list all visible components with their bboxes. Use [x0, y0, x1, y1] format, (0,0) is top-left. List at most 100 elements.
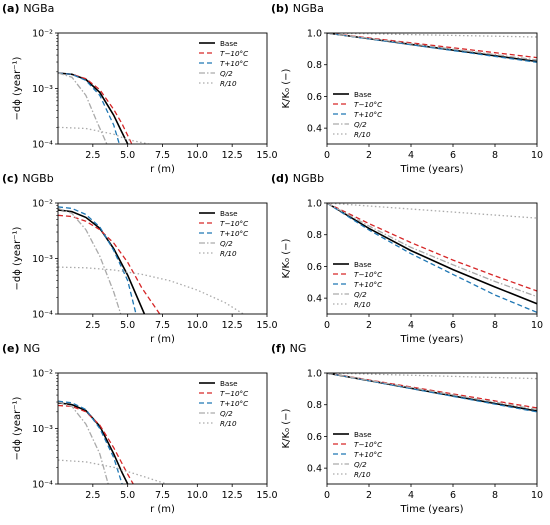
panel-title: (a) NGBa [2, 2, 54, 15]
y-tick-label: 0.6 [307, 432, 322, 443]
x-tick-label: 10.0 [187, 490, 208, 501]
legend-label: R/10 [220, 249, 237, 258]
legend-label: T+10°C [354, 450, 382, 459]
series-line-1 [58, 402, 129, 484]
y-tick-label: 1.0 [307, 199, 322, 210]
legend-label: R/10 [354, 300, 371, 309]
y-tick-label: 10⁻⁴ [32, 140, 53, 151]
y-axis-label: −dϕ (year⁻¹) [12, 226, 23, 290]
legend-label: T−10°C [220, 389, 248, 398]
chart-panel-3: (c) NGBb 2.5 5.0 7.5 10.0 12.5 15.0 r (m) 10⁻⁴ 10… [2, 172, 278, 345]
y-tick-label: 10⁻² [32, 369, 53, 380]
legend-label: R/10 [354, 130, 371, 139]
x-tick-label: 6 [450, 490, 456, 501]
legend-label: R/10 [354, 470, 371, 479]
series-line-3 [58, 206, 137, 314]
legend-label: T−10°C [220, 219, 248, 228]
legend-label: T+10°C [354, 110, 382, 119]
legend-label: Base [354, 260, 372, 269]
x-tick-label: 7.5 [155, 490, 170, 501]
series-line-2 [58, 72, 133, 144]
x-tick-label: 2.5 [85, 490, 100, 501]
series-line-5 [58, 266, 244, 314]
y-tick-label: 10⁻⁴ [32, 480, 53, 491]
panel-title: (d) NGBb [271, 172, 324, 185]
y-tick-label: 0.8 [307, 230, 322, 241]
x-tick-label: 5.0 [120, 490, 135, 501]
chart-panel-5: (e) NG 2.5 5.0 7.5 10.0 12.5 15.0 r (m) 10⁻⁴ 10⁻³… [2, 342, 278, 515]
legend-label: T−10°C [354, 440, 382, 449]
series-line-5 [327, 33, 537, 38]
x-tick-label: 5.0 [120, 150, 135, 161]
legend-label: Q/2 [220, 409, 233, 418]
legend-label: T−10°C [354, 270, 382, 279]
series-line-3 [58, 400, 123, 484]
x-tick-label: 10 [531, 320, 543, 331]
x-tick-label: 8 [492, 320, 498, 331]
chart-panel-2: (b) NGBa 0 2 4 6 8 10 Time (years) 0.4 0.6 0.8 1.0 K… [271, 2, 543, 175]
x-tick-label: 4 [408, 490, 414, 501]
x-tick-label: 12.5 [222, 490, 243, 501]
y-tick-label: 0.6 [307, 92, 322, 103]
x-axis-label: Time (years) [400, 164, 464, 175]
x-tick-label: 6 [450, 320, 456, 331]
y-tick-label: 0.4 [307, 124, 322, 135]
x-tick-label: 2 [366, 150, 372, 161]
x-tick-label: 15.0 [256, 490, 277, 501]
x-tick-label: 10 [531, 490, 543, 501]
x-tick-label: 15.0 [256, 320, 277, 331]
legend-label: T−10°C [220, 49, 248, 58]
legend-label: Q/2 [354, 120, 367, 129]
y-tick-label: 10⁻³ [32, 254, 53, 265]
axes-frame [326, 32, 538, 145]
series-line-1 [58, 72, 129, 144]
legend-label: Base [354, 90, 372, 99]
chart-panel-1: (a) NGBa 2.5 5.0 7.5 10.0 12.5 15.0 r (m) 10⁻⁴ 10… [2, 2, 278, 175]
x-tick-label: 7.5 [155, 150, 170, 161]
panel-title: (f) NG [271, 342, 306, 355]
x-tick-label: 8 [492, 150, 498, 161]
x-axis-label: Time (years) [400, 504, 464, 515]
y-axis-label: K/K₀ (−) [281, 68, 292, 108]
legend-label: Q/2 [354, 290, 367, 299]
y-axis-label: −dϕ (year⁻¹) [12, 396, 23, 460]
x-tick-label: 2 [366, 490, 372, 501]
series-line-4 [58, 207, 122, 314]
series-line-5 [58, 126, 149, 144]
axes-frame [326, 202, 538, 315]
x-tick-label: 8 [492, 490, 498, 501]
y-tick-label: 10⁻² [32, 29, 53, 40]
x-tick-label: 0 [324, 320, 330, 331]
x-tick-label: 15.0 [256, 150, 277, 161]
legend-label: Base [220, 379, 238, 388]
y-tick-label: 10⁻² [32, 199, 53, 210]
y-tick-label: 0.8 [307, 400, 322, 411]
series-line-3 [58, 72, 120, 144]
legend-label: R/10 [220, 419, 237, 428]
series-line-4 [327, 373, 537, 411]
y-tick-label: 0.4 [307, 294, 322, 305]
y-axis-label: −dϕ (year⁻¹) [12, 56, 23, 120]
y-axis-label: K/K₀ (−) [281, 408, 292, 448]
x-tick-label: 0 [324, 490, 330, 501]
series-line-1 [58, 209, 146, 314]
y-tick-label: 0.4 [307, 464, 322, 475]
x-tick-label: 12.5 [222, 320, 243, 331]
series-line-1 [327, 203, 537, 305]
series-line-3 [327, 203, 537, 314]
x-tick-label: 2.5 [85, 320, 100, 331]
y-tick-label: 10⁻³ [32, 424, 53, 435]
panel-title: (c) NGBb [2, 172, 54, 185]
series-line-2 [327, 203, 537, 292]
series-line-2 [58, 404, 134, 484]
axes-frame [326, 372, 538, 485]
legend-label: Base [220, 39, 238, 48]
chart-panel-4: (d) NGBb 0 2 4 6 8 10 Time (years) 0.4 0.6 0.8 1.0 K… [271, 172, 543, 345]
series-line-5 [58, 459, 167, 484]
